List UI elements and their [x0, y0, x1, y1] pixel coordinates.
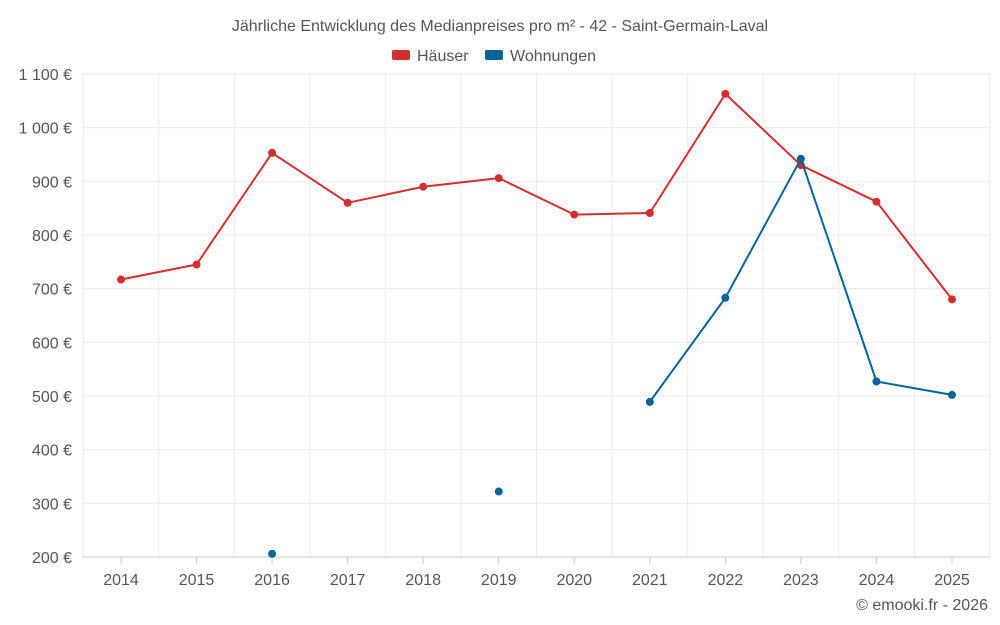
x-tick-label: 2025 — [934, 572, 970, 589]
legend: Häuser Wohnungen — [392, 48, 596, 65]
series-line-haeuser — [120, 92, 953, 301]
legend-label-wohnungen: Wohnungen — [510, 48, 596, 65]
x-tick-label: 2015 — [179, 572, 215, 589]
x-tick-label: 2019 — [481, 572, 517, 589]
data-point-wohnungen[interactable] — [645, 397, 654, 406]
data-point-haeuser[interactable] — [872, 197, 881, 206]
series-line-wohnungen — [648, 157, 953, 403]
x-tick-label: 2021 — [632, 572, 668, 589]
data-point-haeuser[interactable] — [494, 174, 503, 183]
data-point-wohnungen[interactable] — [494, 487, 503, 496]
x-tick-label: 2014 — [103, 572, 139, 589]
y-tick-label: 900 € — [32, 174, 72, 191]
x-tick-label: 2017 — [330, 572, 366, 589]
y-axis: 200 € 300 € 400 € 500 € 600 € 700 € 800 € 900 €… — [19, 67, 72, 567]
y-tick-label: 400 € — [32, 443, 72, 460]
y-tick-label: 200 € — [32, 550, 72, 567]
x-tick-label: 2020 — [556, 572, 592, 589]
data-point-wohnungen[interactable] — [796, 154, 805, 163]
y-tick-label: 700 € — [32, 282, 72, 299]
data-point-haeuser[interactable] — [192, 260, 201, 269]
y-tick-label: 1 000 € — [19, 121, 72, 138]
data-point-haeuser[interactable] — [570, 210, 579, 219]
legend-swatch-haeuser — [392, 50, 410, 60]
legend-label-haeuser: Häuser — [417, 48, 469, 65]
data-point-haeuser[interactable] — [419, 182, 428, 191]
data-point-haeuser[interactable] — [343, 198, 352, 207]
data-point-wohnungen[interactable] — [948, 390, 956, 399]
legend-item-wohnungen[interactable]: Wohnungen — [485, 48, 596, 65]
legend-swatch-wohnungen — [485, 50, 503, 60]
y-tick-label: 1 100 € — [19, 67, 72, 84]
x-tick-label: 2023 — [783, 572, 819, 589]
data-point-haeuser[interactable] — [117, 275, 125, 284]
data-point-haeuser[interactable] — [948, 295, 956, 304]
data-point-wohnungen[interactable] — [268, 549, 277, 558]
x-axis: 2014 2015 2016 2017 2018 2019 2020 2021 2022 2023… — [82, 556, 990, 589]
x-tick-label: 2024 — [859, 572, 895, 589]
y-tick-label: 300 € — [32, 496, 72, 513]
data-point-wohnungen[interactable] — [872, 377, 881, 386]
y-tick-label: 800 € — [32, 228, 72, 245]
x-tick-label: 2016 — [254, 572, 290, 589]
gridlines — [82, 73, 991, 557]
data-point-wohnungen[interactable] — [721, 293, 730, 302]
x-tick-label: 2022 — [708, 572, 744, 589]
series — [117, 89, 956, 558]
data-point-haeuser[interactable] — [268, 148, 277, 157]
data-point-haeuser[interactable] — [721, 89, 730, 98]
data-point-haeuser[interactable] — [645, 208, 654, 217]
credit-text: © emooki.fr - 2026 — [856, 597, 988, 614]
y-tick-label: 500 € — [32, 389, 72, 406]
chart-title: Jährliche Entwicklung des Medianpreises … — [232, 18, 768, 35]
legend-item-haeuser[interactable]: Häuser — [392, 48, 469, 65]
y-tick-label: 600 € — [32, 335, 72, 352]
x-tick-label: 2018 — [405, 572, 441, 589]
